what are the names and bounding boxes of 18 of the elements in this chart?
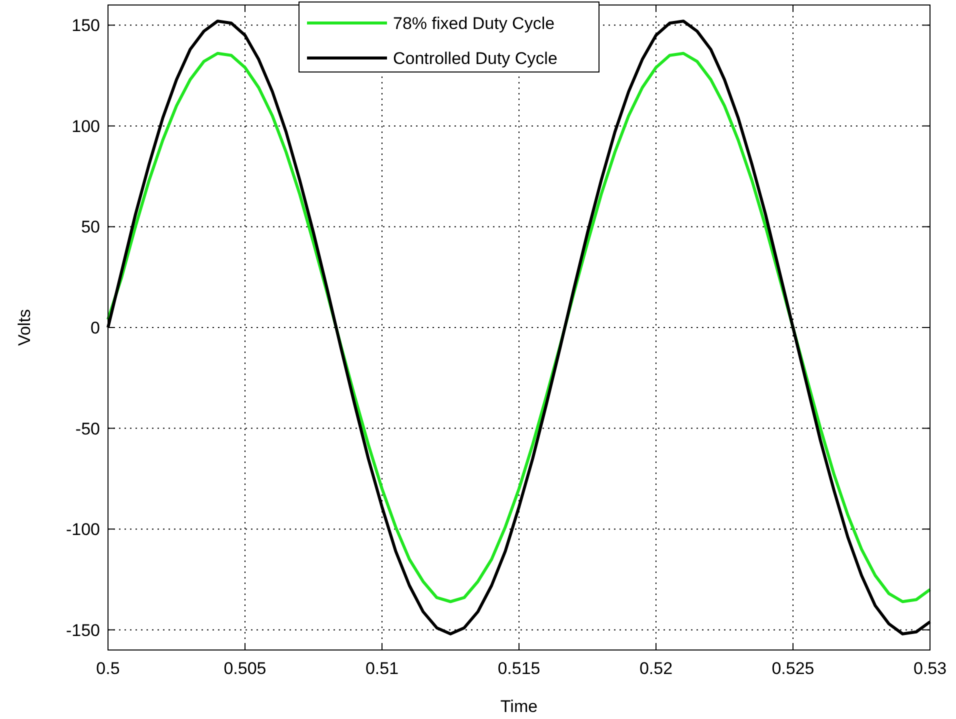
x-tick-label: 0.52 (639, 659, 673, 678)
y-axis-title: Volts (15, 309, 34, 346)
y-tick-label: -150 (66, 620, 100, 640)
x-tick-label: 0.53 (913, 659, 947, 678)
y-tick-label: 100 (72, 116, 100, 136)
x-axis-title: Time (500, 697, 538, 716)
x-tick-label: 0.525 (772, 659, 814, 678)
y-tick-label: 0 (90, 318, 100, 338)
y-tick-label: -100 (66, 520, 100, 540)
legend-label: Controlled Duty Cycle (393, 49, 558, 68)
y-tick-label: -50 (75, 419, 100, 438)
x-tick-label: 0.5 (96, 659, 120, 678)
y-tick-label: 150 (72, 16, 100, 36)
x-tick-label: 0.505 (224, 659, 266, 678)
y-tick-label: 50 (81, 218, 100, 237)
legend-label: 78% fixed Duty Cycle (393, 14, 555, 33)
x-tick-label: 0.51 (365, 659, 399, 678)
x-tick-label: 0.515 (498, 659, 540, 678)
